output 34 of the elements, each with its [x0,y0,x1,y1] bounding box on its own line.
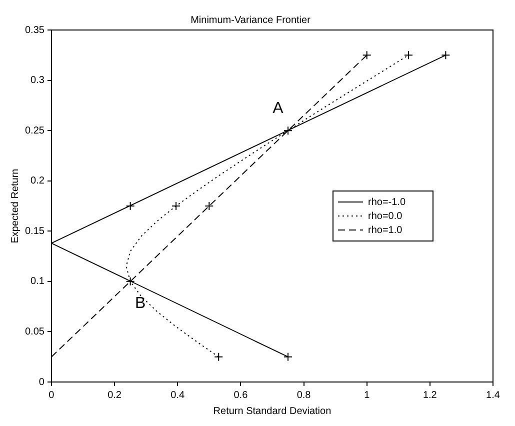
x-tick-label: 0 [48,390,55,401]
point [284,352,292,362]
point [126,202,135,210]
x-tick-label: 0.6 [234,390,248,401]
point [126,276,135,286]
x-tick-label: 0.4 [170,390,186,401]
legend-label: rho=0.0 [368,210,403,222]
y-tick-label: 0.15 [24,226,45,237]
x-tick-label: 1 [364,390,370,401]
annotation: A [272,100,284,117]
y-tick-label: 0.35 [24,24,45,36]
point [441,50,450,60]
y-tick-label: 0.05 [24,326,45,338]
x-tick-label: 0.2 [108,390,122,401]
x-tick-label: 1.2 [422,390,438,401]
y-tick-label: 0.3 [30,75,45,86]
x-tick-label: 1.4 [486,390,500,401]
y-axis-title: Expected Return [10,168,21,244]
legend-label: rho=-1.0 [368,196,406,208]
legend-label: rho=1.0 [368,224,403,236]
point [362,50,372,60]
chart-title: Minimum-Variance Frontier [190,14,312,26]
point [404,50,413,60]
annotation: B [134,294,146,312]
y-tick-label: 0.2 [30,176,45,187]
point [214,352,224,362]
point [204,202,214,210]
point [284,126,292,136]
point [172,202,181,210]
y-tick-label: 0.1 [30,276,45,288]
y-tick-label: 0 [38,376,45,388]
x-tick-label: 0.8 [296,390,312,401]
x-axis-title: Return Standard Deviation [213,406,332,417]
y-tick-label: 0.25 [24,125,45,136]
